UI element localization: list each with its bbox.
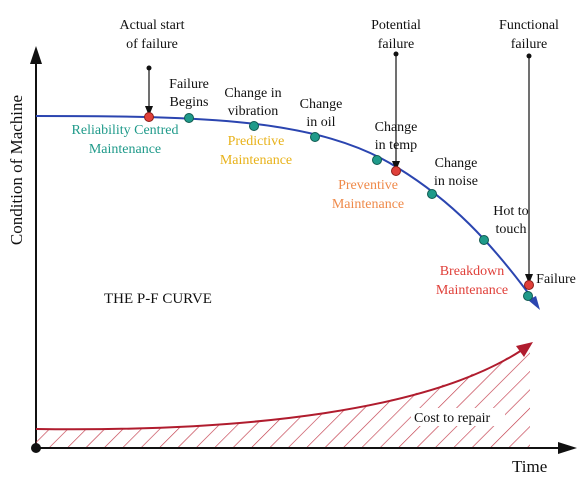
label-predictive-1: Predictive	[228, 134, 285, 149]
cost-curve	[35, 349, 523, 431]
y-axis-arrow-icon	[30, 46, 42, 64]
cost-arrow-icon	[516, 342, 533, 357]
label-failure: Failure	[536, 272, 576, 287]
label-change-noise-1: Change	[435, 156, 478, 171]
label-change-vibration-1: Change in	[224, 86, 281, 101]
marker-change-vibration	[249, 121, 259, 131]
label-change-noise-2: in noise	[434, 174, 478, 189]
label-breakdown-2: Maintenance	[436, 283, 508, 298]
curve-markers	[144, 112, 534, 301]
marker-change-temp	[372, 155, 382, 165]
diagram-title: THE P-F CURVE	[104, 291, 212, 307]
label-change-oil-1: Change	[300, 97, 343, 112]
label-change-temp-2: in temp	[375, 138, 417, 153]
label-predictive-2: Maintenance	[220, 153, 292, 168]
label-functional-failure-2: failure	[511, 37, 548, 52]
marker-failure-begins	[184, 113, 194, 123]
label-actual-start-2: of failure	[126, 37, 178, 52]
axes	[30, 46, 577, 454]
label-actual-start-1: Actual start	[120, 18, 185, 33]
label-reliability-2: Maintenance	[89, 142, 161, 157]
label-change-oil-2: in oil	[306, 115, 335, 130]
label-potential-failure-1: Potential	[371, 18, 421, 33]
label-hot-touch-1: Hot to	[493, 204, 528, 219]
marker-potential-failure	[391, 166, 401, 176]
label-reliability-1: Reliability Centred	[72, 123, 179, 138]
cost-area: Cost to repair	[35, 342, 533, 447]
marker-failure	[523, 291, 533, 301]
marker-change-oil	[310, 132, 320, 142]
cost-label: Cost to repair	[414, 411, 491, 426]
label-functional-failure-1: Functional	[499, 18, 559, 33]
x-axis-arrow-icon	[558, 442, 577, 454]
marker-hot-touch	[479, 235, 489, 245]
label-preventive-1: Preventive	[338, 178, 398, 193]
label-failure-begins-2: Begins	[170, 95, 209, 110]
label-preventive-2: Maintenance	[332, 197, 404, 212]
y-axis-label: Condition of Machine	[7, 95, 26, 245]
marker-change-noise	[427, 189, 437, 199]
label-hot-touch-2: touch	[495, 222, 526, 237]
marker-actual-start	[144, 112, 154, 122]
x-axis-label: Time	[512, 457, 547, 476]
marker-functional-failure	[524, 280, 534, 290]
label-change-temp-1: Change	[375, 120, 418, 135]
label-failure-begins-1: Failure	[169, 77, 209, 92]
label-breakdown-1: Breakdown	[440, 264, 505, 279]
label-change-vibration-2: vibration	[228, 104, 279, 119]
label-potential-failure-2: failure	[378, 37, 415, 52]
